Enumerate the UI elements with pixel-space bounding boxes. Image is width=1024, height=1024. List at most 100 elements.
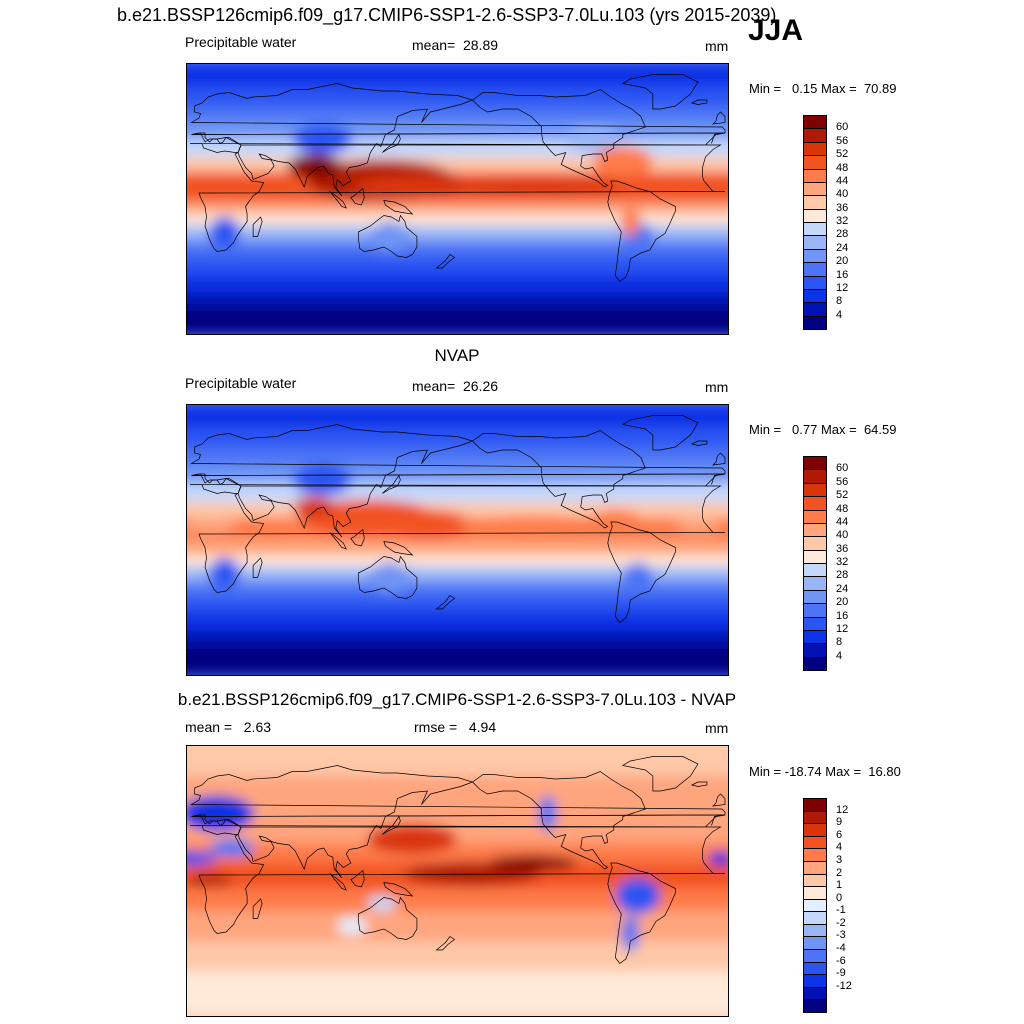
colorbar-tick-label: 48 bbox=[836, 161, 849, 174]
field-blob bbox=[621, 915, 640, 952]
coastline bbox=[382, 815, 401, 835]
coastline bbox=[357, 896, 418, 940]
colorbar-cell bbox=[803, 823, 827, 837]
colorbar-cell bbox=[803, 563, 827, 578]
panel2-max-label: Max = bbox=[820, 422, 857, 437]
field-blob bbox=[592, 146, 653, 177]
colorbar-cell bbox=[803, 128, 827, 143]
field-blob bbox=[457, 516, 608, 534]
colorbar-tick-label: 52 bbox=[836, 148, 849, 161]
colorbar-cell bbox=[803, 616, 827, 631]
field-blob bbox=[209, 217, 240, 247]
colorbar-tick-label: 2 bbox=[836, 866, 843, 879]
field-band bbox=[187, 106, 728, 121]
coastline bbox=[329, 873, 347, 891]
colorbar-cell bbox=[803, 911, 827, 925]
field-band bbox=[187, 941, 728, 971]
field-band bbox=[187, 202, 728, 214]
colorbar-cell bbox=[803, 509, 827, 524]
colorbar-tick-label: 20 bbox=[836, 255, 849, 268]
field-blob bbox=[675, 517, 721, 533]
field-band bbox=[187, 776, 728, 806]
colorbar-cell bbox=[803, 810, 827, 825]
coastline bbox=[329, 191, 347, 209]
field-blob bbox=[352, 175, 473, 199]
coastline bbox=[690, 781, 708, 787]
colorbar-tick-label: -12 bbox=[836, 979, 852, 992]
panel1-units: mm bbox=[705, 38, 729, 54]
panel2-colorbar bbox=[803, 456, 827, 671]
colorbar-cell bbox=[803, 482, 827, 498]
coastline bbox=[252, 898, 263, 919]
field-blob bbox=[621, 206, 640, 237]
coastline bbox=[712, 793, 726, 807]
field-band bbox=[187, 746, 728, 776]
coastline bbox=[190, 473, 726, 593]
colorbar-cell bbox=[803, 456, 827, 471]
colorbar-cell bbox=[803, 643, 827, 658]
colorbar-tick-label: 4 bbox=[836, 841, 843, 854]
colorbar-tick-label: 40 bbox=[836, 188, 849, 201]
colorbar-cell bbox=[803, 115, 827, 130]
panel2-minmax: Min = 0.77 Max = 64.59 bbox=[749, 422, 896, 437]
field-blob bbox=[487, 855, 578, 871]
colorbar-tick-label: 60 bbox=[836, 462, 849, 475]
colorbar-cell bbox=[803, 222, 827, 237]
colorbar-cell bbox=[803, 275, 827, 290]
field-band bbox=[187, 447, 728, 465]
colorbar-tick-label: 28 bbox=[836, 569, 849, 582]
panel2-min-label: Min = bbox=[749, 422, 782, 437]
panel1-mean-value: 28.89 bbox=[462, 37, 499, 53]
field-band bbox=[187, 612, 728, 630]
panel3-mean: mean = 2.63 bbox=[185, 719, 271, 735]
panel2-variable-label: Precipitable water bbox=[185, 375, 297, 391]
colorbar-tick-label: 56 bbox=[836, 475, 849, 488]
colorbar-cell bbox=[803, 315, 827, 330]
colorbar-cell bbox=[803, 262, 827, 277]
colorbar-tick-label: 12 bbox=[836, 622, 849, 635]
colorbar-cell bbox=[803, 288, 827, 304]
coastline bbox=[621, 756, 699, 792]
colorbar-tick-label: 12 bbox=[836, 803, 849, 816]
panel3-minmax: Min = -18.74 Max = 16.80 bbox=[749, 764, 901, 779]
coastline bbox=[357, 555, 418, 599]
panel3-map bbox=[186, 745, 729, 1017]
coastline bbox=[471, 430, 646, 529]
colorbar-tick-label: 56 bbox=[836, 134, 849, 147]
colorbar-tick-label: 1 bbox=[836, 879, 843, 892]
field-band bbox=[187, 121, 728, 139]
colorbar-tick-label: 16 bbox=[836, 268, 849, 281]
panel2-mean-value: 26.26 bbox=[462, 378, 499, 394]
colorbar-cell bbox=[803, 629, 827, 645]
panel2-mean: mean= 26.26 bbox=[412, 378, 498, 394]
panel2-mean-label: mean= bbox=[412, 378, 456, 394]
coastline bbox=[690, 99, 708, 105]
colorbar-tick-label: 24 bbox=[836, 582, 849, 595]
coastline bbox=[712, 111, 726, 125]
colorbar-tick-label: 44 bbox=[836, 174, 849, 187]
coastline bbox=[690, 440, 708, 446]
panel3-colorbar bbox=[803, 798, 827, 1013]
colorbar-tick-label: 6 bbox=[836, 828, 843, 841]
colorbar-tick-label: -3 bbox=[836, 929, 846, 942]
colorbar-tick-label: 20 bbox=[836, 596, 849, 609]
field-band bbox=[187, 806, 728, 844]
panel3-max-value: 16.80 bbox=[868, 764, 901, 779]
field-band bbox=[187, 86, 728, 106]
panel2-map bbox=[186, 404, 729, 676]
colorbar-cell bbox=[803, 898, 827, 913]
colorbar-tick-label: 8 bbox=[836, 295, 843, 308]
field-band bbox=[187, 214, 728, 226]
panel3-rmse: rmse = 4.94 bbox=[414, 719, 496, 735]
figure-title: b.e21.BSSP126cmip6.f09_g17.CMIP6-SSP1-2.… bbox=[117, 5, 777, 25]
colorbar-cell bbox=[803, 798, 827, 812]
colorbar-tick-label: 60 bbox=[836, 121, 849, 134]
coastline bbox=[607, 521, 676, 623]
colorbar-cell bbox=[803, 576, 827, 591]
field-band bbox=[187, 597, 728, 612]
colorbar-cell bbox=[803, 589, 827, 605]
panel3-mean-label: mean = bbox=[185, 719, 233, 735]
colorbar-cell bbox=[803, 522, 827, 538]
field-blob bbox=[187, 176, 230, 192]
panel1-map bbox=[186, 63, 729, 335]
